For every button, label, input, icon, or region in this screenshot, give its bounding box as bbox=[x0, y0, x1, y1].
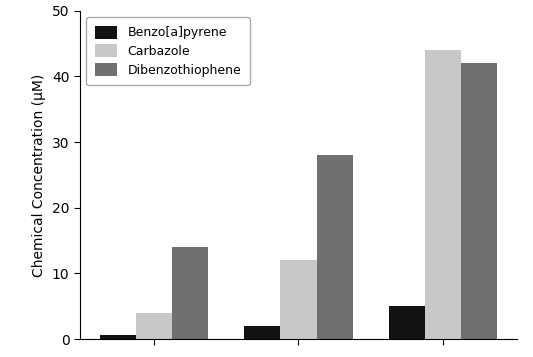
Y-axis label: Chemical Concentration (μM): Chemical Concentration (μM) bbox=[33, 73, 46, 277]
Bar bbox=[280, 260, 317, 339]
Bar bbox=[317, 155, 353, 339]
Bar bbox=[136, 313, 172, 339]
Bar bbox=[461, 63, 497, 339]
Bar bbox=[100, 335, 136, 339]
Bar bbox=[172, 247, 208, 339]
Bar bbox=[244, 326, 280, 339]
Bar bbox=[425, 50, 461, 339]
Bar bbox=[389, 306, 425, 339]
Legend: Benzo[a]pyrene, Carbazole, Dibenzothiophene: Benzo[a]pyrene, Carbazole, Dibenzothioph… bbox=[86, 17, 250, 85]
